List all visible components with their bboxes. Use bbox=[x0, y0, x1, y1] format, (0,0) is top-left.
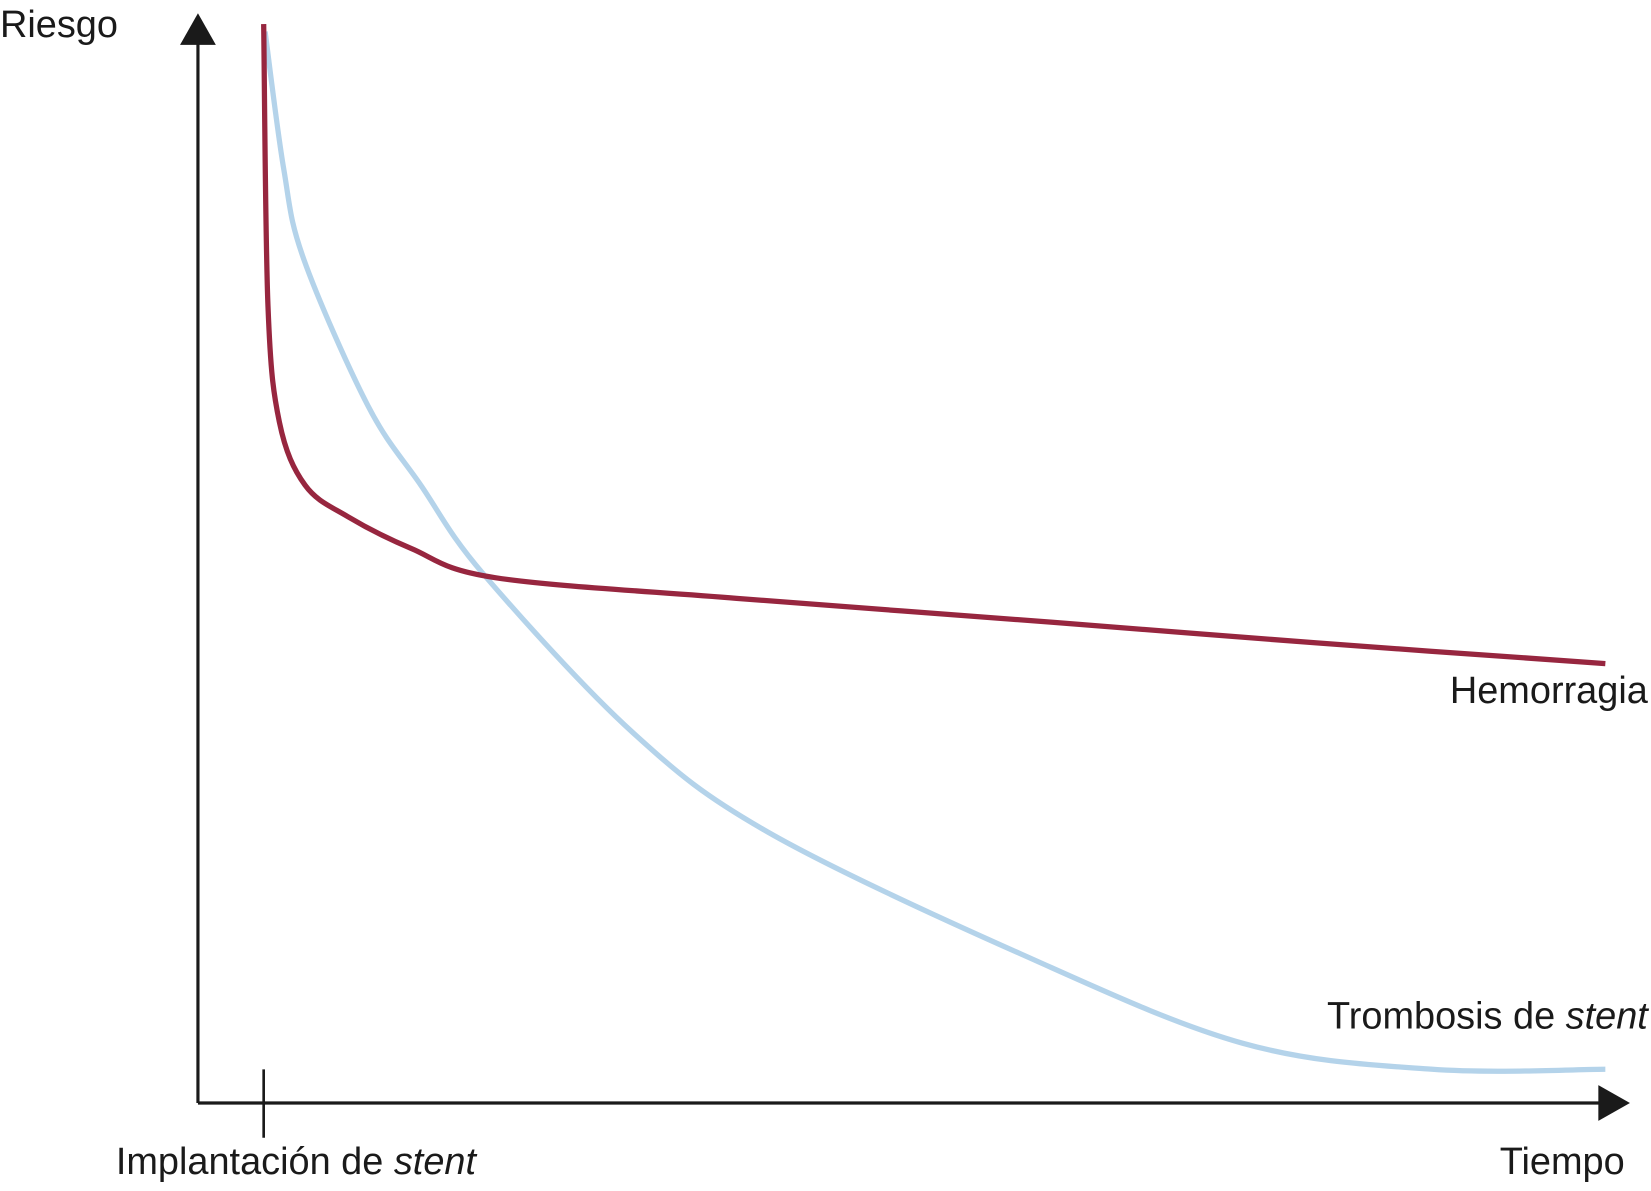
y-axis-arrow bbox=[180, 13, 216, 45]
implant-label: Implantación de stent bbox=[116, 1141, 478, 1183]
implant-label-part: Implantación de bbox=[116, 1141, 394, 1183]
series-label: Hemorragia bbox=[1450, 670, 1649, 712]
series-label: Trombosis de stent bbox=[1327, 996, 1649, 1038]
x-axis-label: Tiempo bbox=[1500, 1141, 1625, 1183]
series-label-part: Trombosis de bbox=[1327, 996, 1566, 1038]
line bbox=[261, 23, 1606, 667]
series-label-part: stent bbox=[1566, 996, 1650, 1038]
x-axis-arrow bbox=[1598, 1085, 1630, 1121]
line bbox=[262, 31, 1606, 1074]
y-axis-label: Riesgo bbox=[0, 4, 118, 46]
implant-label-part: stent bbox=[394, 1141, 478, 1183]
